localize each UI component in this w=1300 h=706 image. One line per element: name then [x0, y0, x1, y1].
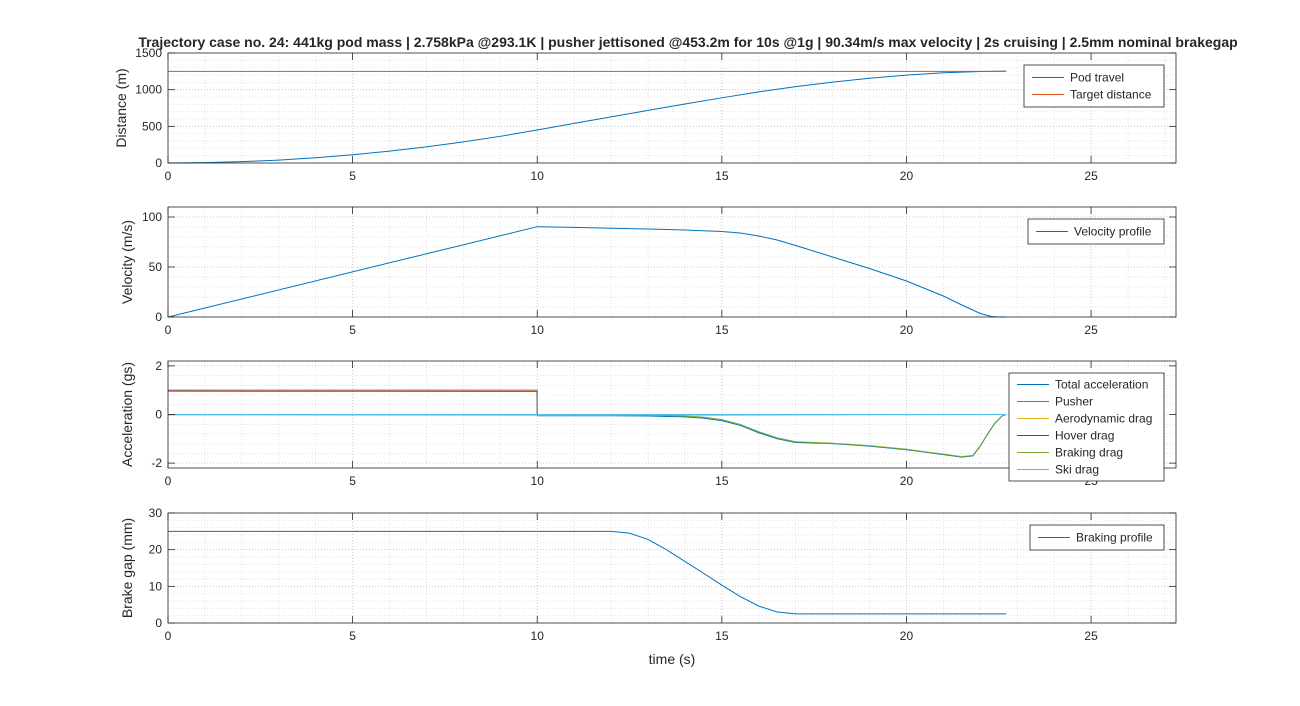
x-tick-label: 0	[165, 629, 172, 643]
x-tick-label: 15	[715, 323, 729, 337]
series-line-velocity-profile	[168, 226, 1007, 318]
legend: Pod travel Target distance	[1023, 64, 1165, 108]
series-group	[168, 226, 1007, 318]
axes-box	[167, 52, 1177, 164]
x-tick-label: 20	[900, 629, 914, 643]
axes-box	[167, 206, 1177, 318]
y-tick-label: 0	[155, 156, 162, 170]
y-tick-label: 100	[142, 210, 162, 224]
y-axis-label: Brake gap (mm)	[119, 518, 135, 618]
x-tick-label: 5	[349, 169, 356, 183]
x-axis-label: time (s)	[649, 651, 696, 667]
series-group	[168, 530, 1007, 615]
plot-area	[168, 207, 1176, 317]
y-axis-label: Acceleration (gs)	[119, 362, 135, 467]
x-tick-label: 20	[900, 169, 914, 183]
y-tick-label: 500	[142, 119, 162, 133]
y-tick-label: 0	[155, 408, 162, 422]
legend-entry: Target distance	[1070, 88, 1152, 102]
subplot-1: 0 5 10 15 20 25 0 500 1000 1500 Distance (m) Pod tr…	[113, 46, 1177, 183]
y-tick-label: 20	[149, 543, 163, 557]
x-tick-label: 20	[900, 323, 914, 337]
y-tick-label: 10	[149, 579, 163, 593]
series-line-braking-profile	[168, 530, 1007, 615]
y-tick-label: 1000	[135, 83, 162, 97]
x-tick-label: 15	[715, 169, 729, 183]
legend-entry: Braking profile	[1076, 531, 1153, 545]
figure-title: Trajectory case no. 24: 441kg pod mass |…	[138, 34, 1237, 50]
series-group	[168, 70, 1007, 164]
y-tick-label: 2	[155, 359, 162, 373]
legend-entry: Aerodynamic drag	[1055, 412, 1152, 426]
y-axis-label: Velocity (m/s)	[119, 220, 135, 304]
x-tick-label: 10	[531, 323, 545, 337]
series-line-braking-drag	[168, 414, 1007, 458]
x-tick-label: 15	[715, 629, 729, 643]
x-tick-label: 20	[900, 474, 914, 488]
x-tick-label: 10	[531, 474, 545, 488]
x-tick-label: 5	[349, 323, 356, 337]
y-tick-label: 1500	[135, 46, 162, 60]
legend-box	[1008, 372, 1165, 482]
plot-area	[168, 513, 1176, 623]
x-tick-label: 25	[1084, 629, 1098, 643]
legend: Velocity profile	[1027, 218, 1165, 245]
x-tick-label: 5	[349, 474, 356, 488]
legend-entry: Pod travel	[1070, 71, 1124, 85]
subplot-2: 0 5 10 15 20 25 0 50 100 Velocity (m/s) Velocity p…	[119, 206, 1177, 337]
x-tick-label: 25	[1084, 169, 1098, 183]
legend-entry: Velocity profile	[1074, 225, 1152, 239]
y-tick-label: 0	[155, 616, 162, 630]
legend-entry: Ski drag	[1055, 463, 1099, 477]
x-tick-label: 10	[531, 629, 545, 643]
series-group	[168, 389, 1007, 458]
series-line-pod-travel	[168, 70, 1007, 164]
y-axis-label: Distance (m)	[113, 68, 129, 147]
axes-box	[167, 512, 1177, 624]
x-tick-label: 5	[349, 629, 356, 643]
legend: Total acceleration Pusher Aerodynamic drag…	[1008, 372, 1165, 482]
legend: Braking profile	[1029, 524, 1165, 551]
y-tick-label: -2	[151, 456, 162, 470]
x-tick-label: 0	[165, 474, 172, 488]
x-tick-label: 0	[165, 323, 172, 337]
x-tick-label: 15	[715, 474, 729, 488]
legend-box	[1023, 64, 1165, 108]
legend-entry: Braking drag	[1055, 446, 1123, 460]
legend-entry: Pusher	[1055, 395, 1093, 409]
legend-entry: Hover drag	[1055, 429, 1114, 443]
x-tick-label: 25	[1084, 323, 1098, 337]
x-tick-label: 10	[531, 169, 545, 183]
subplot-4: 0 5 10 15 20 25 0 10 20 30 Brake gap (mm) time (s) B…	[119, 506, 1177, 667]
y-tick-label: 30	[149, 506, 163, 520]
x-tick-label: 0	[165, 169, 172, 183]
legend-entry: Total acceleration	[1055, 378, 1148, 392]
y-tick-label: 0	[155, 310, 162, 324]
y-tick-label: 50	[149, 260, 163, 274]
